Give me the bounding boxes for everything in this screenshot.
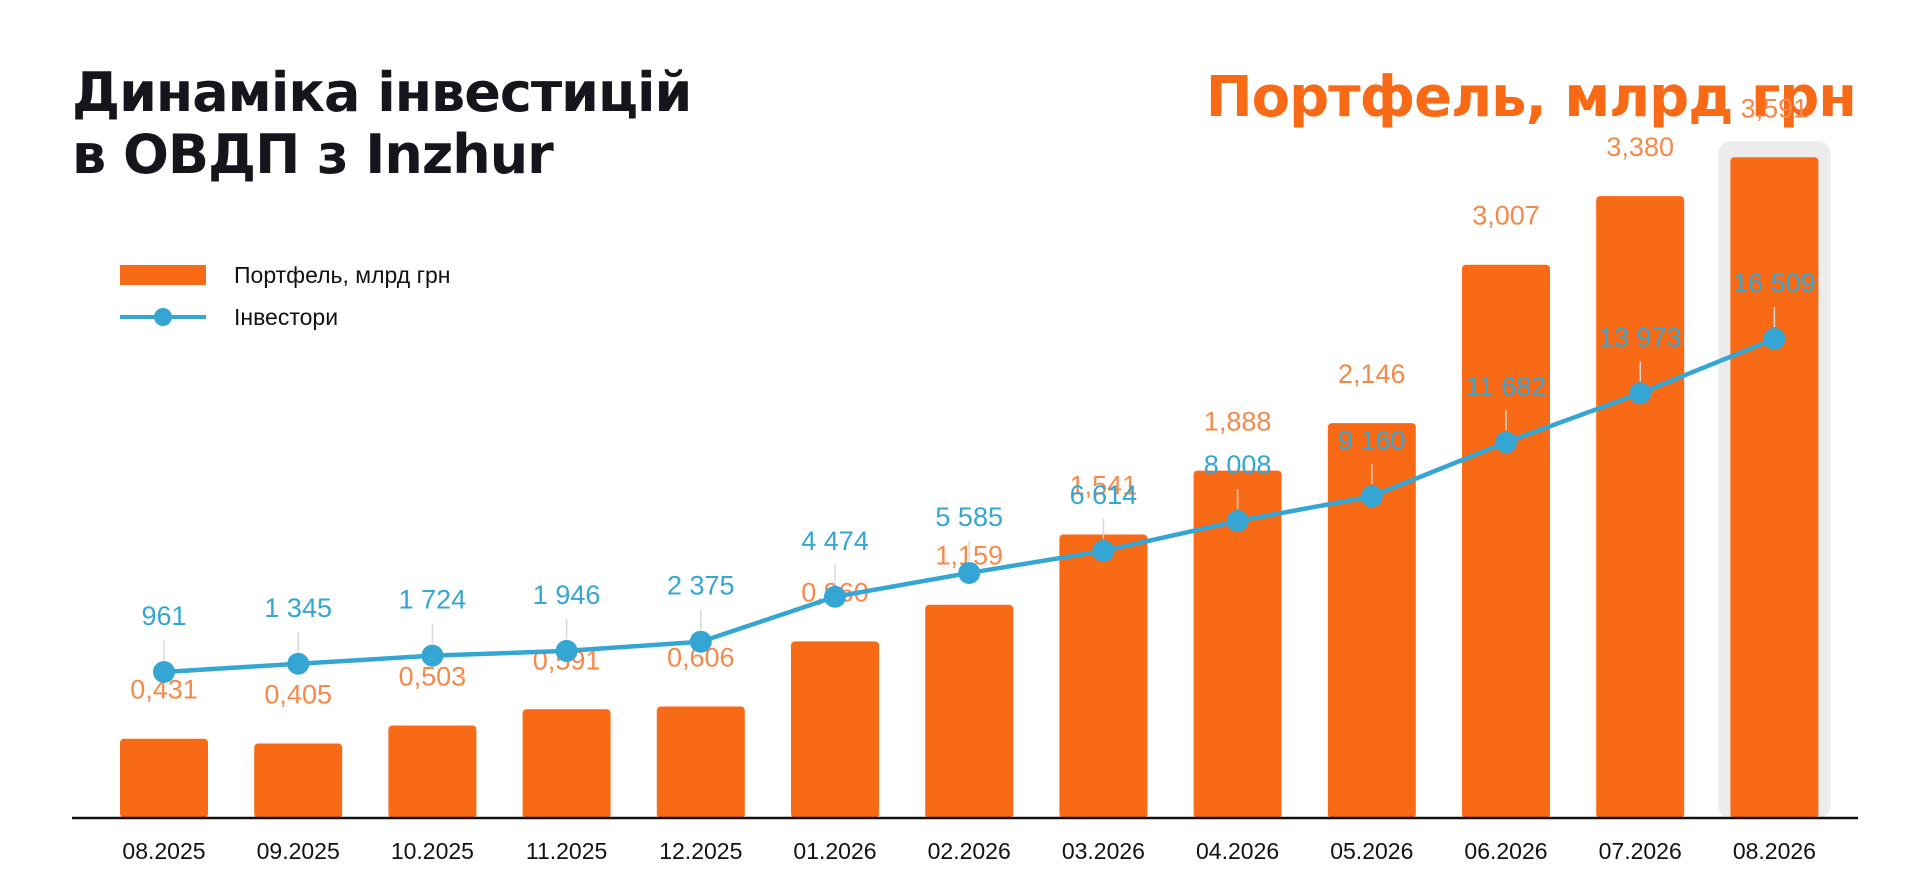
investors-value-label: 6 614	[1070, 480, 1138, 510]
x-tick-label: 08.2025	[122, 838, 205, 864]
x-tick-label: 06.2026	[1464, 838, 1547, 864]
x-tick-label: 07.2026	[1599, 838, 1682, 864]
legend-line-swatch	[120, 308, 206, 326]
legend-item-investors: Інвестори	[120, 296, 450, 338]
x-tick-label: 03.2026	[1062, 838, 1145, 864]
investors-point	[153, 661, 175, 683]
investors-value-label: 2 375	[667, 571, 735, 601]
bar-11.2025	[522, 709, 611, 818]
bar-08.2025	[120, 738, 208, 818]
legend-item-portfolio: Портфель, млрд грн	[120, 254, 450, 296]
investors-point	[1763, 327, 1786, 350]
bar-value-label: 1,541	[1070, 470, 1138, 500]
x-tick-label: 12.2025	[659, 838, 742, 864]
bar-value-label: 3,591	[1741, 93, 1809, 123]
investors-value-label: 13 973	[1599, 322, 1682, 352]
bar-03.2026	[1059, 534, 1148, 818]
bar-08.2026	[1730, 157, 1819, 819]
x-tick-label: 11.2025	[526, 838, 607, 864]
title-line-2: в ОВДП з Inzhur	[72, 123, 554, 186]
investors-point	[1226, 510, 1249, 533]
x-tick-label: 01.2026	[793, 838, 876, 864]
x-tick-label: 10.2025	[391, 838, 474, 864]
x-tick-label: 08.2026	[1733, 838, 1816, 864]
bar-12.2025	[656, 706, 745, 818]
x-tick-label: 09.2025	[257, 838, 340, 864]
bar-value-label: 2,146	[1338, 359, 1406, 389]
bar-09.2025	[254, 743, 343, 818]
bar-06.2026	[1462, 264, 1550, 818]
chart-subtitle: Портфель, млрд грн	[1205, 65, 1857, 130]
page-title: Динаміка інвестицій в ОВДП з Inzhur	[72, 61, 692, 186]
bar-value-label: 3,007	[1472, 201, 1540, 231]
investors-point	[1629, 382, 1652, 405]
investors-value-label: 961	[141, 601, 186, 631]
investors-value-label: 1 345	[264, 593, 332, 623]
chart-legend: Портфель, млрд грн Інвестори	[120, 254, 450, 338]
investors-point	[555, 639, 578, 662]
investors-value-label: 1 946	[533, 580, 601, 610]
legend-label-investors: Інвестори	[234, 303, 339, 330]
legend-bar-swatch	[120, 265, 206, 285]
investors-value-label: 9 160	[1338, 425, 1406, 455]
bar-10.2025	[388, 725, 477, 818]
bar-04.2026	[1193, 470, 1282, 818]
bar-07.2026	[1596, 196, 1685, 818]
investors-value-label: 5 585	[935, 502, 1003, 532]
bar-05.2026	[1327, 423, 1416, 818]
investors-value-label: 11 682	[1466, 371, 1547, 401]
investors-point	[1495, 431, 1517, 454]
investors-point	[824, 585, 846, 608]
investors-value-label: 16 509	[1733, 268, 1816, 298]
bar-value-label: 3,380	[1606, 132, 1674, 162]
investors-value-label: 4 474	[801, 526, 869, 556]
bar-02.2026	[925, 604, 1014, 818]
investors-point	[287, 652, 310, 675]
investors-point	[958, 561, 981, 584]
bar-value-label: 0,405	[264, 679, 332, 709]
bar-01.2026	[791, 641, 879, 818]
title-line-1: Динаміка інвестицій	[72, 61, 692, 124]
x-tick-label: 02.2026	[928, 838, 1011, 864]
legend-label-portfolio: Портфель, млрд грн	[234, 261, 451, 288]
bar-value-label: 1,888	[1204, 407, 1272, 437]
investors-value-label: 1 724	[399, 585, 467, 615]
investors-value-label: 8 008	[1204, 450, 1272, 480]
investors-point	[689, 630, 712, 653]
x-tick-label: 05.2026	[1330, 838, 1413, 864]
investors-point	[421, 644, 444, 667]
investors-point	[1360, 485, 1383, 508]
x-tick-label: 04.2026	[1196, 838, 1279, 864]
investors-point	[1092, 539, 1115, 562]
